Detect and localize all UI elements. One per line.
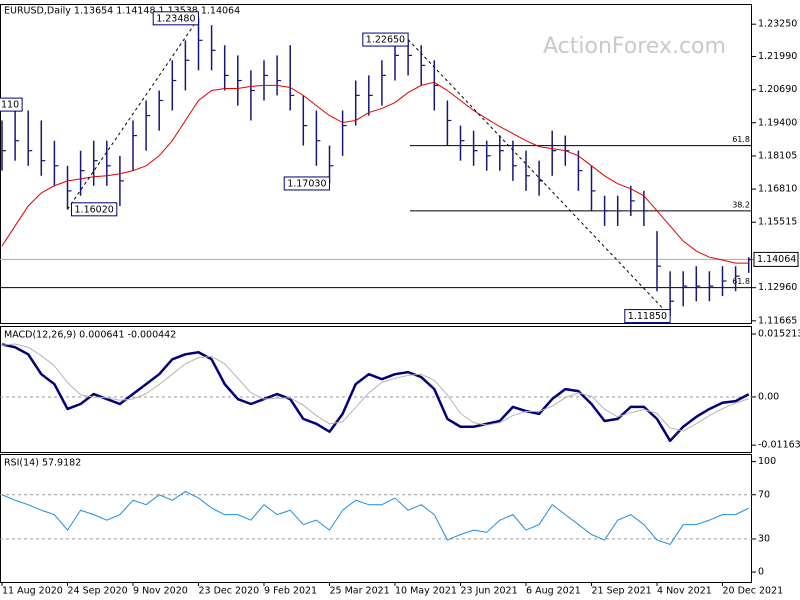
annotation-label: 1.22650 bbox=[366, 35, 405, 46]
x-tick-label: 21 Sep 2021 bbox=[592, 586, 652, 597]
indicator-line bbox=[1, 490, 749, 545]
annotation-box bbox=[283, 176, 330, 191]
annotation-box bbox=[71, 202, 118, 217]
annotation-box bbox=[0, 97, 23, 112]
indicator-line bbox=[1, 343, 750, 443]
y-tick-label: 1.12960 bbox=[758, 282, 797, 293]
annotation-box bbox=[362, 32, 409, 47]
y-tick-label: 1.15515 bbox=[758, 217, 797, 228]
x-tick-label: 9 Nov 2020 bbox=[133, 586, 188, 597]
indicator-line bbox=[1, 343, 749, 432]
panel-title: MACD(12,26,9) 0.000641 -0.000442 bbox=[4, 330, 176, 341]
y-tick-label: 0 bbox=[758, 567, 764, 578]
panel-title: RSI(14) 57.9182 bbox=[4, 458, 81, 469]
y-tick-label: -0.011638 bbox=[758, 440, 800, 451]
x-tick-label: 10 May 2021 bbox=[395, 586, 457, 597]
y-tick-label: 1.20690 bbox=[758, 84, 797, 95]
annotation-label: 1.17030 bbox=[287, 178, 326, 189]
annotation-label: 1.16020 bbox=[75, 204, 114, 215]
watermark: ActionForex.com bbox=[543, 34, 726, 59]
x-tick-label: 23 Dec 2020 bbox=[199, 586, 260, 597]
fib-label: 38.2 bbox=[732, 200, 750, 209]
current-price-box bbox=[753, 251, 799, 267]
y-tick-label: 1.11665 bbox=[758, 315, 797, 326]
y-tick-label: 100 bbox=[758, 456, 776, 467]
annotation-box bbox=[152, 11, 199, 26]
x-tick-label: 24 Sep 2020 bbox=[68, 586, 128, 597]
moving-average bbox=[1, 81, 749, 264]
y-tick-label: 0.00 bbox=[758, 391, 779, 402]
panel-frame bbox=[0, 454, 752, 583]
x-tick-label: 20 Dec 2021 bbox=[723, 586, 784, 597]
fib-label: 61.8 bbox=[732, 277, 750, 286]
y-tick-label: 1.18105 bbox=[758, 150, 797, 161]
y-tick-label: 0.015213 bbox=[758, 328, 800, 339]
y-tick-label: 1.16810 bbox=[758, 184, 797, 195]
x-tick-label: 23 Jun 2021 bbox=[461, 586, 518, 597]
panel-frame bbox=[0, 326, 752, 453]
annotation-label: 1.11850 bbox=[628, 311, 667, 322]
x-tick-label: 25 Mar 2021 bbox=[330, 586, 390, 597]
x-tick-label: 4 Nov 2021 bbox=[657, 586, 712, 597]
annotation-label: 1.23480 bbox=[156, 13, 195, 24]
panel-frame bbox=[0, 4, 752, 324]
trend-line bbox=[67, 18, 199, 210]
panel-title: EURUSD,Daily 1.13654 1.14148 1.13538 1.1… bbox=[4, 6, 240, 17]
current-price-label: 1.14064 bbox=[757, 254, 796, 265]
annotation-label: 110 bbox=[1, 100, 19, 111]
fib-label: 61.8 bbox=[732, 135, 750, 144]
y-tick-label: 30 bbox=[758, 533, 770, 544]
y-tick-label: 1.23250 bbox=[758, 19, 797, 30]
y-tick-label: 1.19400 bbox=[758, 117, 797, 128]
y-tick-label: 1.21990 bbox=[758, 51, 797, 62]
annotation-box bbox=[624, 309, 671, 324]
y-tick-label: 70 bbox=[758, 489, 770, 500]
x-tick-label: 6 Aug 2021 bbox=[526, 586, 581, 597]
x-tick-label: 9 Feb 2021 bbox=[264, 586, 317, 597]
x-tick-label: 11 Aug 2020 bbox=[2, 586, 63, 597]
